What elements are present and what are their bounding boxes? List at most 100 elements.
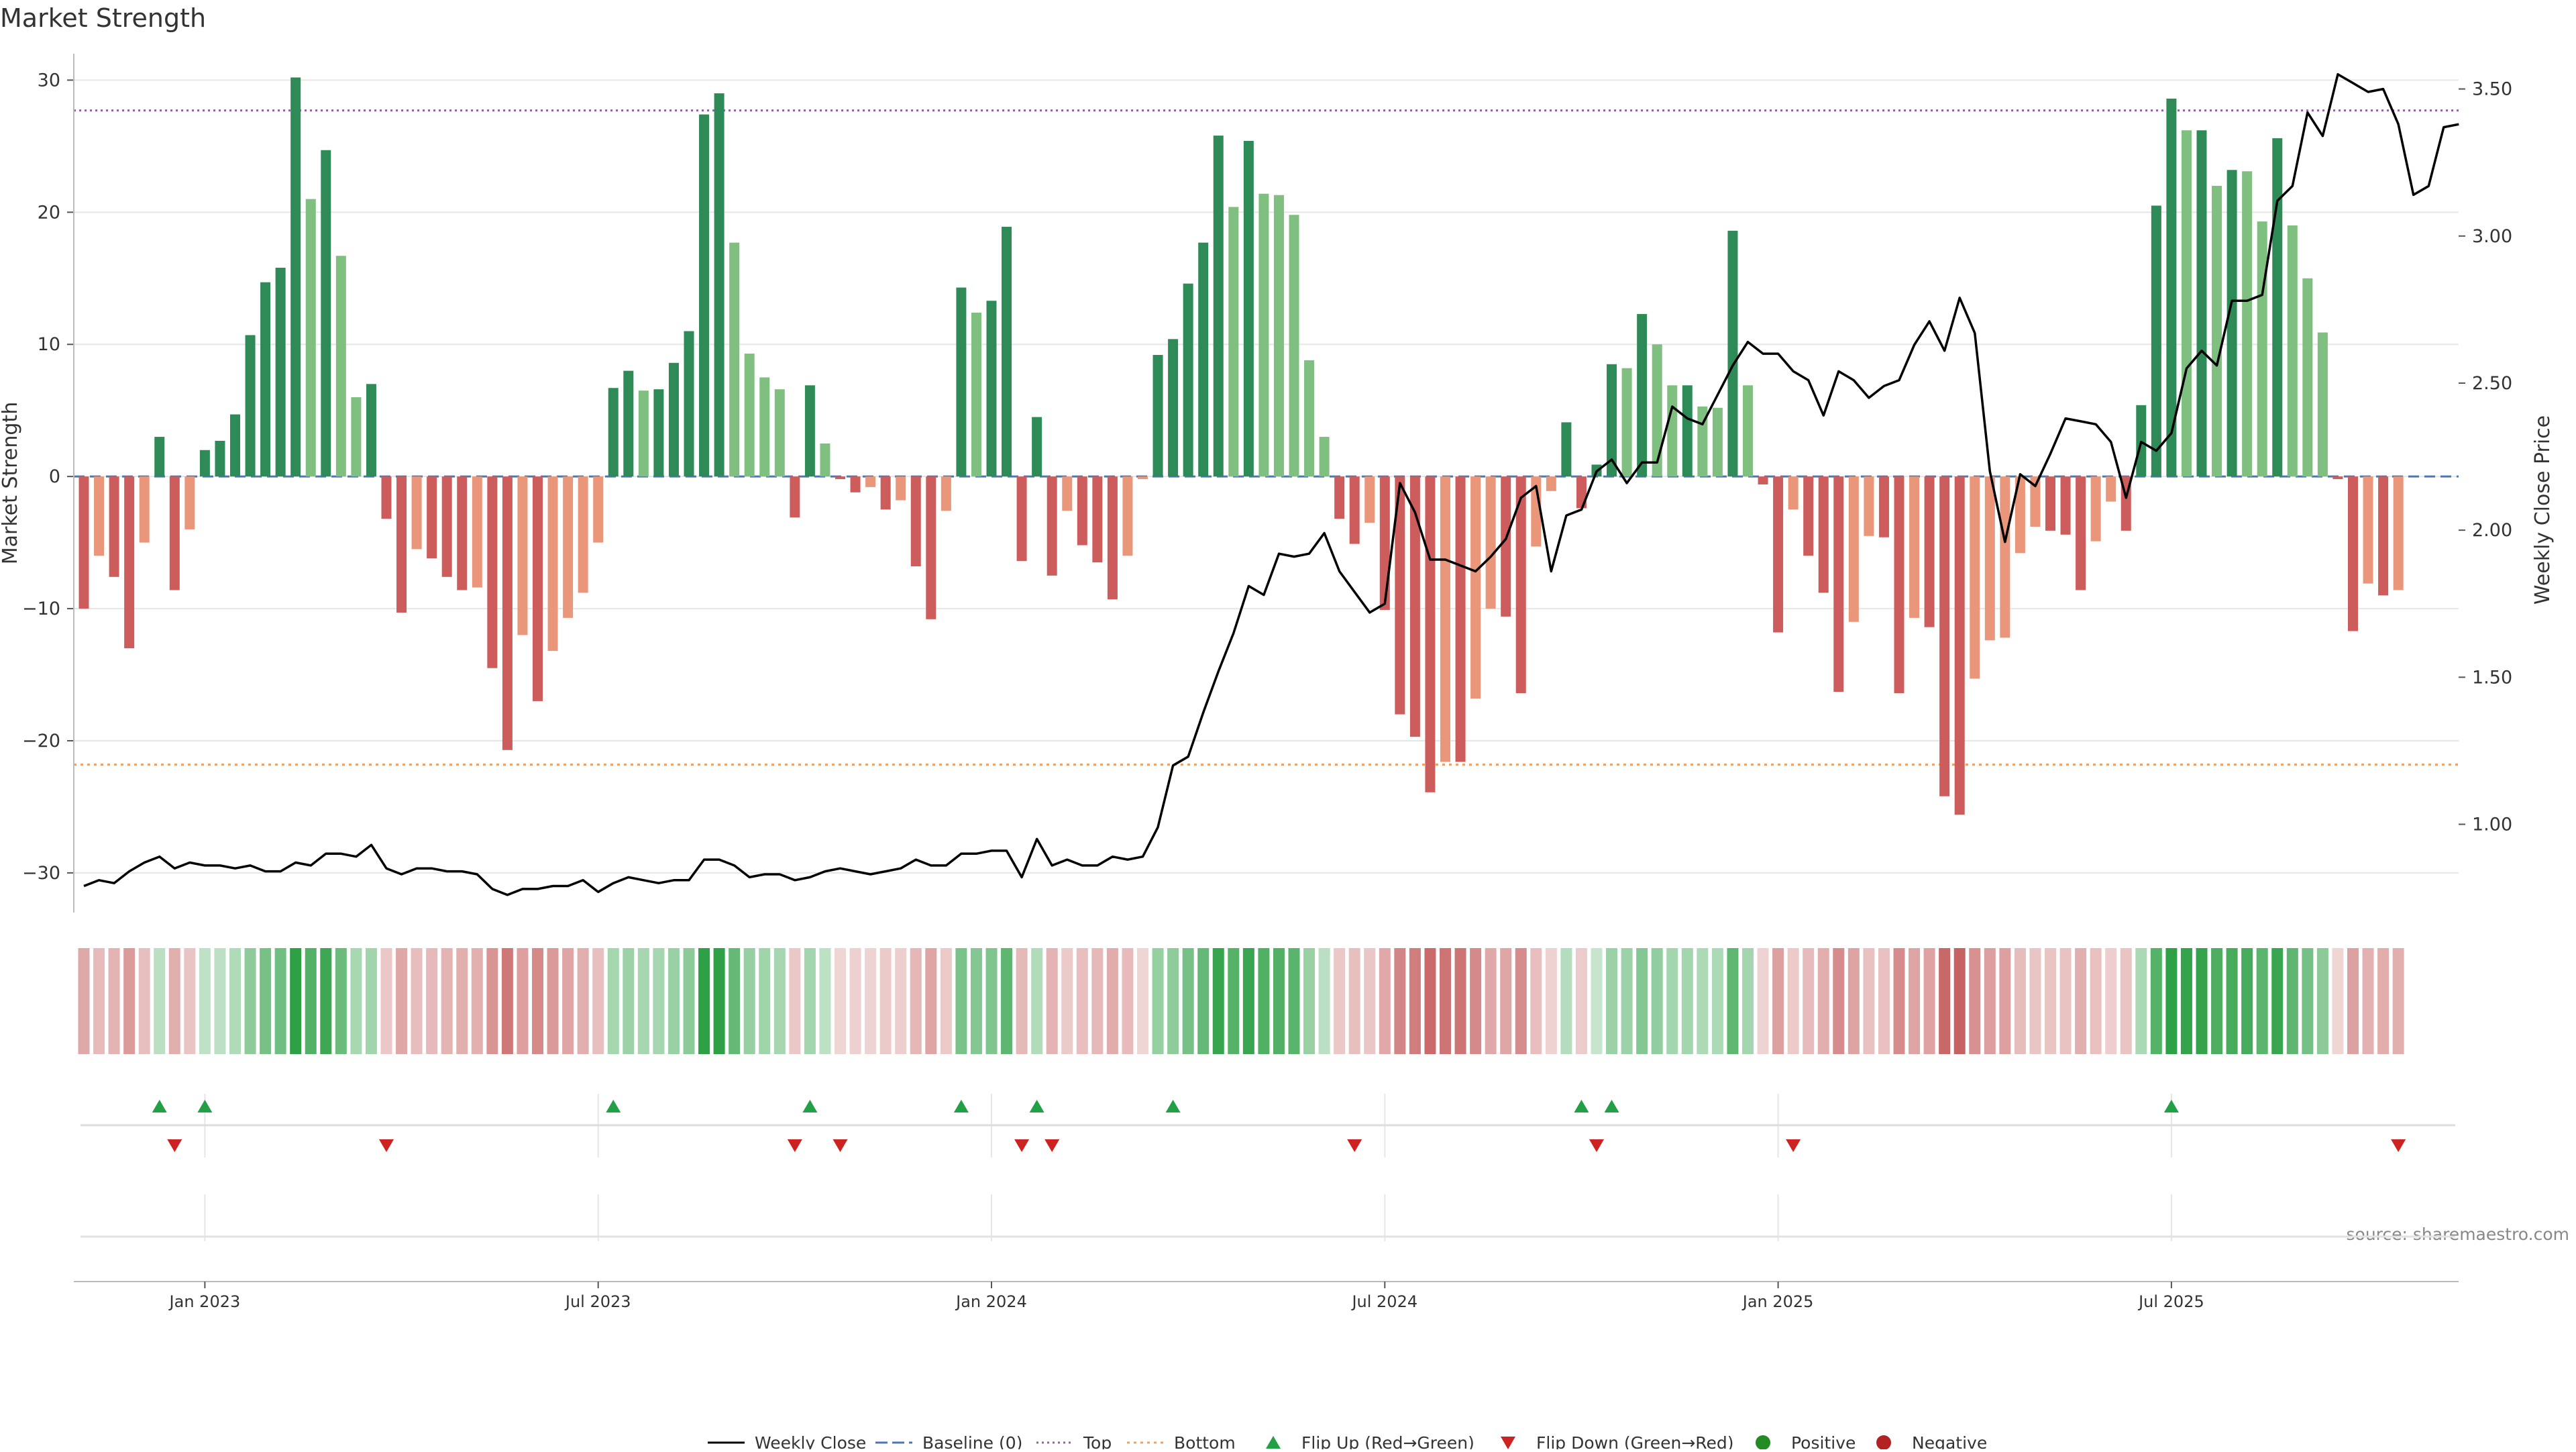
y-tick-label-right: 1.50 (2472, 667, 2512, 688)
heat-cell (517, 948, 529, 1054)
heat-cell (1334, 948, 1346, 1054)
heat-cell (955, 948, 967, 1054)
strength-bar (865, 476, 876, 487)
heat-cell (1817, 948, 1829, 1054)
strength-bar (517, 476, 528, 635)
heat-cell (2392, 948, 2404, 1054)
heat-cell (2059, 948, 2072, 1054)
heat-cell (895, 948, 907, 1054)
heat-cell (940, 948, 952, 1054)
strength-bar (880, 476, 891, 510)
strength-bar (2030, 476, 2041, 527)
strength-bars (78, 77, 2404, 815)
strength-bar (199, 450, 210, 477)
heat-cell (1999, 948, 2011, 1054)
strength-bar (472, 476, 482, 588)
heat-cell (1091, 948, 1104, 1054)
heat-cell (1636, 948, 1648, 1054)
heat-cell (1772, 948, 1784, 1054)
heat-cell (1833, 948, 1845, 1054)
heat-cell (2045, 948, 2056, 1054)
strength-bar (896, 476, 906, 501)
strength-bar (1818, 476, 1829, 593)
strength-bar (684, 331, 694, 477)
heat-cell (970, 948, 982, 1054)
strength-bar (1485, 476, 1496, 609)
strength-bar (820, 443, 830, 477)
legend-icon-circle-positive (1756, 1435, 1770, 1450)
heat-cell (380, 948, 392, 1054)
strength-bar (411, 476, 422, 550)
heat-cell (759, 948, 771, 1054)
strength-bar (1561, 422, 1572, 477)
strength-bar (744, 354, 755, 477)
strength-bar (653, 389, 664, 477)
heat-cell (1727, 948, 1739, 1054)
strength-bar (1032, 417, 1042, 477)
legend-icon-triangle-up (1266, 1436, 1281, 1449)
heat-cell (667, 948, 680, 1054)
flip-up-marker (1574, 1100, 1589, 1112)
x-tick-label: Jul 2025 (2137, 1292, 2204, 1311)
strength-bar (1349, 476, 1360, 544)
heat-cell (168, 948, 180, 1054)
heat-cell (305, 948, 317, 1054)
legend: Weekly Close Baseline (0) Top Bottom Flip Up… (708, 1433, 1987, 1452)
strength-bar (1833, 476, 1844, 692)
y-tick-label-right: 3.00 (2472, 226, 2512, 247)
strength-bar (335, 256, 346, 477)
heat-cell (501, 948, 513, 1054)
strength-bar (305, 199, 316, 477)
strength-bar (1440, 476, 1450, 762)
heat-cell (1847, 948, 1860, 1054)
heat-cell (2165, 948, 2178, 1054)
strength-bar (215, 440, 225, 477)
strength-bar (941, 476, 951, 511)
legend-label: Baseline (0) (922, 1433, 1022, 1449)
flip-up-marker (197, 1100, 213, 1112)
heat-cell (789, 948, 801, 1054)
strength-bar (1016, 476, 1027, 562)
heat-cell (1303, 948, 1316, 1054)
strength-bar (1273, 195, 1284, 477)
heat-cell (2347, 948, 2359, 1054)
strength-bar (2196, 130, 2207, 477)
strength-bar (184, 476, 195, 529)
strength-bar (1304, 360, 1315, 477)
strength-bar (1092, 476, 1103, 563)
strength-bar (154, 437, 165, 477)
heat-cell (1621, 948, 1633, 1054)
heat-cell (274, 948, 286, 1054)
heat-cell (154, 948, 166, 1054)
heat-cell (365, 948, 377, 1054)
heat-cell (653, 948, 665, 1054)
strength-bar (487, 476, 498, 668)
heat-cell (123, 948, 136, 1054)
y-tick-label-right: 2.00 (2472, 520, 2512, 541)
strength-bar (1077, 476, 1087, 546)
heat-strip (78, 948, 2404, 1054)
heat-cell (93, 948, 105, 1054)
legend-icon-triangle-down (1501, 1437, 1515, 1449)
y-tick-label-right: 1.00 (2472, 814, 2512, 835)
heat-cell (184, 948, 196, 1054)
heat-cell (1893, 948, 1905, 1054)
heat-cell (2302, 948, 2314, 1054)
strength-bar (230, 414, 240, 477)
strength-bar (1637, 313, 1648, 477)
heat-cell (1001, 948, 1013, 1054)
heat-cell (1394, 948, 1406, 1054)
heat-cell (471, 948, 483, 1054)
flip-up-marker (953, 1100, 969, 1112)
heat-cell (2332, 948, 2344, 1054)
heat-cell (2241, 948, 2253, 1054)
strength-bar (2045, 476, 2055, 531)
flip-down-marker (1347, 1139, 1362, 1152)
heat-cell (1242, 948, 1254, 1054)
strength-bar (2015, 476, 2025, 554)
heat-cell (1666, 948, 1678, 1054)
heat-cell (1575, 948, 1587, 1054)
heat-cell (2075, 948, 2087, 1054)
